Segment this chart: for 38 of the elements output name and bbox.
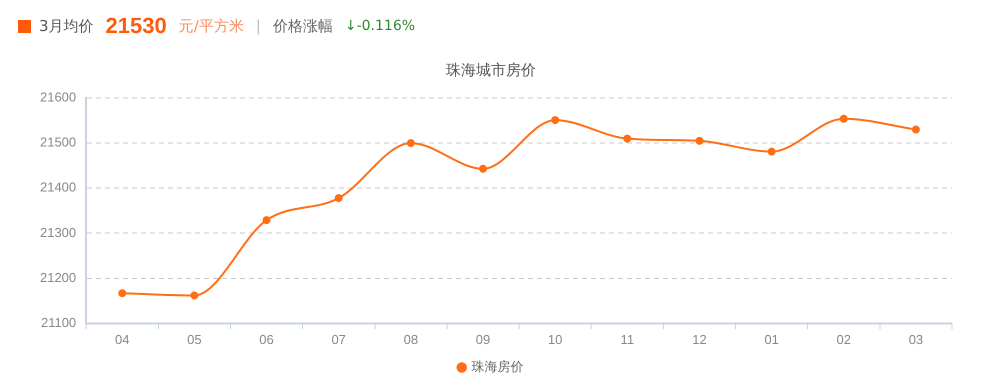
- y-tick-label: 21200: [40, 270, 76, 285]
- text: 价格涨幅: [272, 16, 333, 36]
- point: [118, 289, 126, 298]
- text: 3月均价: [39, 16, 94, 36]
- point: [840, 114, 848, 123]
- x-tick-label: 05: [187, 332, 202, 347]
- text: 21530: [106, 13, 167, 39]
- x-tick-label: 08: [404, 332, 418, 347]
- point: [479, 164, 487, 173]
- y-tick-label: 21300: [40, 224, 76, 240]
- text: |: [256, 17, 261, 35]
- legend-label: 珠海房价: [471, 358, 524, 375]
- y-tick-label: 21100: [40, 314, 76, 330]
- x-tick-label: 07: [331, 332, 346, 347]
- x-tick-label: 09: [476, 332, 490, 347]
- y-tick-label: 21500: [40, 134, 76, 150]
- y-tick-label: 21600: [40, 90, 76, 105]
- text: ↓-0.116%: [344, 18, 416, 34]
- point: [190, 291, 198, 300]
- point: [912, 126, 920, 134]
- x-tick-label: 01: [764, 332, 779, 347]
- point: [623, 134, 632, 143]
- point: [551, 116, 560, 124]
- x-tick-label: 03: [908, 332, 924, 347]
- point: [768, 148, 776, 156]
- point: [695, 136, 704, 145]
- x-tick-label: 11: [620, 332, 634, 347]
- x-tick-label: 06: [259, 332, 274, 347]
- text: 元/平方米: [178, 16, 244, 36]
- chart-title: 珠海城市房价: [446, 60, 536, 79]
- y-tick-label: 21400: [40, 180, 76, 195]
- x-tick-label: 04: [114, 332, 130, 347]
- point: [262, 216, 271, 224]
- x-tick-label: 12: [692, 332, 707, 347]
- point: [406, 139, 415, 148]
- x-tick-label: 02: [836, 332, 852, 347]
- point: [334, 194, 343, 202]
- x-tick-label: 10: [548, 332, 562, 347]
